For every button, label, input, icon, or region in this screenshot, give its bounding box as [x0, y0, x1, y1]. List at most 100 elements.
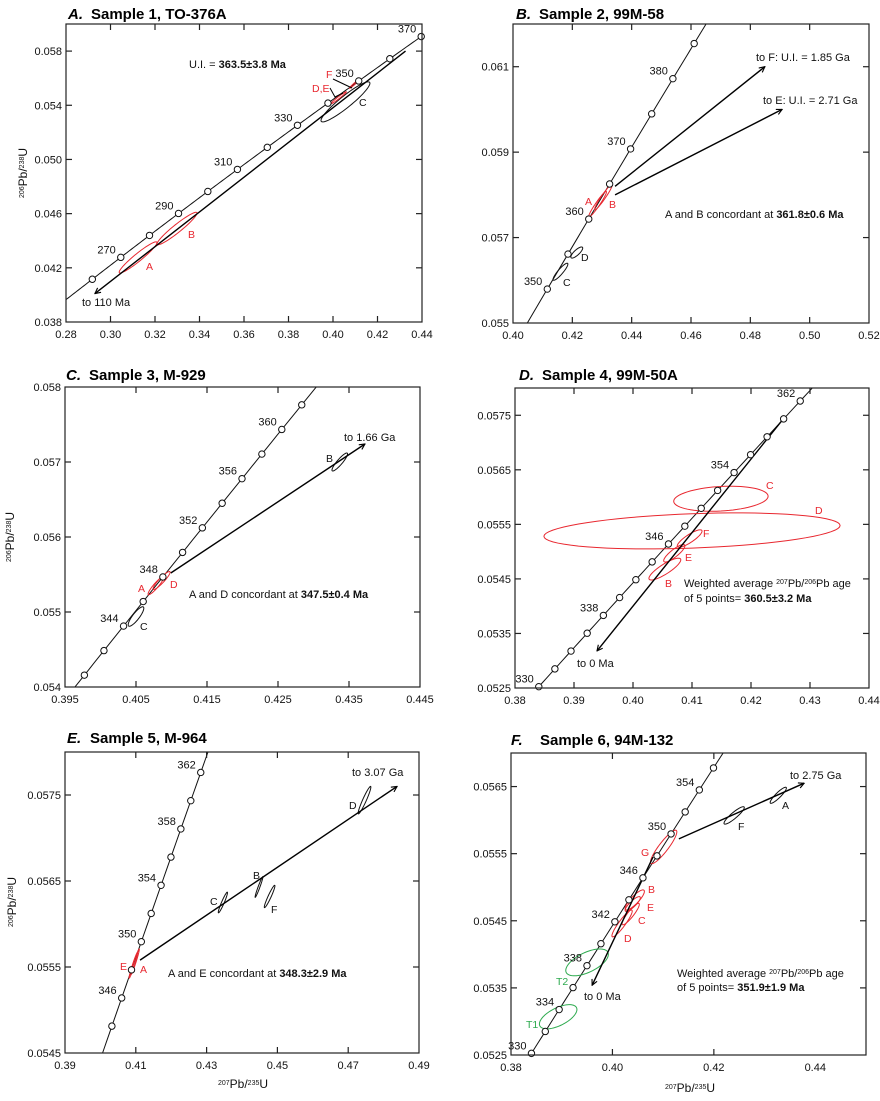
text-segment: 347.5±0.4 Ma: [301, 589, 369, 601]
ellipse-label: F: [326, 69, 332, 81]
ellipse-label: B: [326, 453, 333, 465]
x-tick-label: 0.49: [408, 1060, 429, 1072]
y-tick-label: 0.0545: [477, 574, 511, 586]
y-tick-label: 0.0535: [473, 983, 507, 995]
error-ellipse-t2: [565, 948, 609, 977]
age-marker: [625, 896, 633, 904]
x-tick-label: 0.40: [602, 1062, 623, 1074]
error-ellipse-c: [552, 262, 569, 281]
age-marker: [278, 425, 286, 434]
age-label: 354: [711, 460, 729, 472]
x-tick-label: 0.41: [125, 1060, 146, 1072]
error-ellipse-b: [594, 183, 613, 211]
text-segment: Pb/: [781, 968, 798, 980]
age-marker: [263, 143, 271, 152]
x-tick-label: 0.42: [562, 330, 583, 342]
text-segment: Pb/: [677, 1081, 696, 1095]
y-tick-label: 0.0555: [477, 519, 511, 531]
y-tick-label: 0.0555: [27, 962, 61, 974]
error-ellipse-b: [254, 876, 264, 898]
superscript: 206: [6, 550, 13, 562]
y-tick-label: 0.0565: [27, 876, 61, 888]
age-label: 360: [565, 206, 583, 218]
x-tick-label: 0.44: [805, 1062, 826, 1074]
error-ellipse-a: [118, 241, 158, 274]
ellipse-label: T2: [556, 976, 568, 988]
ellipse-label: D: [349, 800, 357, 812]
age-label: 270: [97, 244, 115, 256]
age-marker: [159, 573, 167, 581]
error-ellipse-e: [663, 544, 686, 563]
ellipse-label: D,E: [312, 83, 330, 95]
age-marker: [238, 474, 246, 483]
x-tick-label: 0.32: [144, 329, 165, 341]
text-segment: Weighted average: [677, 968, 769, 980]
text-segment: of 5 points=: [677, 982, 737, 994]
text-segment: Weighted average: [684, 578, 776, 590]
x-axis-label: 207Pb/235U: [665, 1081, 715, 1095]
age-marker: [543, 285, 552, 293]
age-marker: [157, 881, 165, 889]
age-marker: [681, 522, 689, 530]
plot-area: [102, 752, 372, 1053]
age-marker: [386, 55, 394, 63]
x-tick-label: 0.42: [740, 695, 761, 707]
y-tick-label: 0.0575: [27, 790, 61, 802]
y-tick-label: 0.055: [481, 318, 509, 330]
y-tick-label: 0.0575: [477, 410, 511, 422]
age-label: 330: [274, 112, 292, 124]
ellipse-label: E: [120, 961, 127, 973]
age-marker: [611, 918, 619, 926]
age-marker: [669, 74, 677, 83]
y-tick-label: 0.054: [34, 100, 62, 112]
ellipse-label: F: [703, 528, 709, 540]
y-tick-label: 0.0555: [473, 849, 507, 861]
age-marker: [145, 231, 154, 240]
x-tick-label: 0.40: [322, 329, 343, 341]
panel-letter: F.: [511, 732, 523, 749]
x-tick-label: 0.425: [264, 694, 292, 706]
age-marker: [127, 966, 136, 974]
age-marker: [117, 253, 125, 262]
plot-frame: [514, 387, 870, 689]
ellipse-label: A: [585, 196, 592, 208]
ellipse-label: B: [648, 884, 655, 896]
y-tick-label: 0.0565: [473, 782, 507, 794]
age-label: 360: [258, 416, 276, 428]
discordia-arrow: [95, 50, 406, 293]
age-label: 330: [515, 674, 533, 686]
x-tick-label: 0.38: [278, 329, 299, 341]
age-label: 290: [155, 200, 173, 212]
text-segment: A and E concordant at: [168, 968, 279, 980]
age-marker: [599, 611, 608, 620]
x-tick-label: 0.42: [367, 329, 388, 341]
age-marker: [730, 468, 738, 477]
x-tick-label: 0.47: [337, 1060, 358, 1072]
error-ellipse-d: [357, 785, 372, 815]
panel-title: Sample 2, 99M-58: [539, 6, 664, 23]
age-marker: [119, 622, 128, 630]
age-marker: [555, 1005, 563, 1014]
concordia-panel-f: F. Sample 6, 94M-132 0.38 0.40 0.42 0.44 0.052…: [473, 732, 867, 1095]
discordia-arrow: [597, 419, 783, 651]
age-marker: [690, 39, 698, 48]
concordia-curve: [536, 388, 813, 688]
age-label: 370: [398, 24, 416, 36]
text-segment: Pb/: [788, 578, 805, 590]
x-tick-label: 0.43: [799, 695, 820, 707]
age-marker: [648, 558, 656, 566]
concordia-curve: [66, 35, 422, 301]
annotation: Weighted average 207Pb/206Pb age: [677, 968, 844, 980]
leader-line: [329, 87, 344, 98]
discordia-arrow: [139, 786, 397, 961]
age-marker: [564, 250, 572, 258]
age-label: 338: [580, 602, 598, 614]
age-marker: [551, 665, 559, 673]
ellipse-label: C: [210, 896, 218, 908]
text-segment: to 2.75 Ga: [790, 770, 842, 782]
age-marker: [626, 145, 635, 153]
x-tick-label: 0.46: [680, 330, 701, 342]
superscript: 238: [6, 521, 13, 533]
x-tick-label: 0.36: [233, 329, 254, 341]
x-tick-label: 0.43: [196, 1060, 217, 1072]
